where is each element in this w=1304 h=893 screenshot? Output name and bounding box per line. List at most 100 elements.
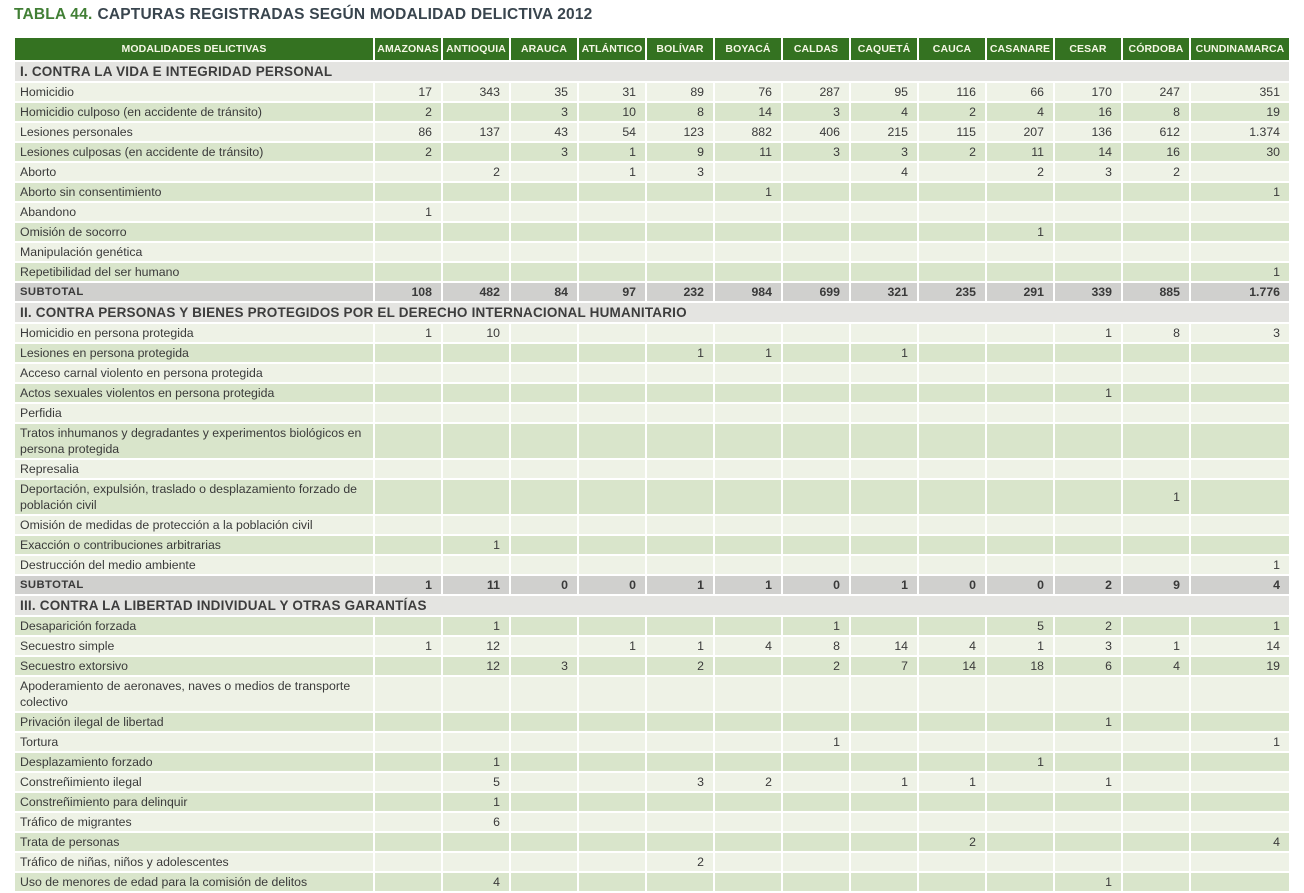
- row-label: Uso de menores de edad para la comisión …: [15, 873, 373, 891]
- value-cell: [1123, 556, 1189, 574]
- value-cell: [851, 733, 917, 751]
- value-cell: [783, 424, 849, 458]
- table-row: Represalia: [15, 460, 1289, 478]
- value-cell: [647, 243, 713, 261]
- value-cell: [1191, 460, 1289, 478]
- table-row: Abandono 1: [15, 203, 1289, 221]
- value-cell: [647, 677, 713, 711]
- section-title: III. CONTRA LA LIBERTAD INDIVIDUAL Y OTR…: [15, 596, 1289, 615]
- value-cell: 4: [851, 163, 917, 181]
- value-cell: [375, 460, 441, 478]
- value-cell: [1055, 833, 1121, 851]
- value-cell: [783, 384, 849, 402]
- value-cell: [375, 753, 441, 771]
- value-cell: 66: [987, 83, 1053, 101]
- value-cell: [1191, 773, 1289, 791]
- value-cell: [987, 833, 1053, 851]
- subtotal-label: SUBTOTAL: [15, 283, 373, 301]
- value-cell: [579, 183, 645, 201]
- value-cell: [715, 536, 781, 554]
- value-cell: [851, 556, 917, 574]
- value-cell: 2: [1123, 163, 1189, 181]
- value-cell: [783, 480, 849, 514]
- value-cell: 2: [1055, 576, 1121, 594]
- column-header: ANTIOQUIA: [443, 38, 509, 60]
- value-cell: [579, 384, 645, 402]
- value-cell: 343: [443, 83, 509, 101]
- value-cell: 1: [1055, 713, 1121, 731]
- value-cell: [1123, 793, 1189, 811]
- value-cell: [579, 516, 645, 534]
- value-cell: [783, 203, 849, 221]
- value-cell: [443, 364, 509, 382]
- value-cell: [443, 243, 509, 261]
- value-cell: [511, 793, 577, 811]
- value-cell: [851, 424, 917, 458]
- value-cell: [1055, 203, 1121, 221]
- value-cell: 1: [1191, 556, 1289, 574]
- value-cell: [647, 536, 713, 554]
- value-cell: 482: [443, 283, 509, 301]
- value-cell: 1: [715, 576, 781, 594]
- table-row: Homicidio 17 343 35 31 89 76 287 95 116 66 170 247 35…: [15, 83, 1289, 101]
- value-cell: [375, 243, 441, 261]
- value-cell: 4: [1123, 657, 1189, 675]
- value-cell: [511, 384, 577, 402]
- value-cell: [375, 263, 441, 281]
- value-cell: [511, 833, 577, 851]
- value-cell: [443, 203, 509, 221]
- table-row: Desplazamiento forzado 1 1: [15, 753, 1289, 771]
- value-cell: [647, 364, 713, 382]
- value-cell: 1: [375, 637, 441, 655]
- value-cell: [783, 536, 849, 554]
- value-cell: [443, 556, 509, 574]
- row-label: Constreñimiento ilegal: [15, 773, 373, 791]
- column-header: CASANARE: [987, 38, 1053, 60]
- value-cell: 1: [443, 793, 509, 811]
- value-cell: 89: [647, 83, 713, 101]
- value-cell: 2: [919, 103, 985, 121]
- value-cell: [511, 324, 577, 342]
- value-cell: [375, 223, 441, 241]
- table-row: Tortura 1 1: [15, 733, 1289, 751]
- value-cell: [511, 243, 577, 261]
- row-label: Omisión de medidas de protección a la po…: [15, 516, 373, 534]
- value-cell: 10: [579, 103, 645, 121]
- value-cell: [783, 404, 849, 422]
- value-cell: 8: [647, 103, 713, 121]
- value-cell: 8: [783, 637, 849, 655]
- value-cell: [987, 733, 1053, 751]
- value-cell: 4: [1191, 833, 1289, 851]
- table-row: Aborto sin consentimiento 1 1: [15, 183, 1289, 201]
- value-cell: [783, 364, 849, 382]
- value-cell: [851, 536, 917, 554]
- value-cell: [511, 556, 577, 574]
- section-row: II. CONTRA PERSONAS Y BIENES PROTEGIDOS …: [15, 303, 1289, 322]
- value-cell: [375, 536, 441, 554]
- value-cell: [715, 873, 781, 891]
- value-cell: [1055, 404, 1121, 422]
- value-cell: 14: [1055, 143, 1121, 161]
- value-cell: 1: [375, 203, 441, 221]
- value-cell: [851, 460, 917, 478]
- value-cell: [987, 424, 1053, 458]
- value-cell: 2: [375, 103, 441, 121]
- value-cell: [579, 617, 645, 635]
- value-cell: [783, 853, 849, 871]
- value-cell: [851, 753, 917, 771]
- value-cell: 1: [715, 183, 781, 201]
- value-cell: 287: [783, 83, 849, 101]
- subtotal-row: SUBTOTAL 1 11 0 0 1 1 0 1 0 0 2 9 4: [15, 576, 1289, 594]
- value-cell: 247: [1123, 83, 1189, 101]
- value-cell: 1: [647, 637, 713, 655]
- value-cell: [783, 183, 849, 201]
- value-cell: [919, 677, 985, 711]
- value-cell: [443, 677, 509, 711]
- value-cell: [579, 223, 645, 241]
- value-cell: [919, 480, 985, 514]
- value-cell: 14: [1191, 637, 1289, 655]
- value-cell: 8: [1123, 103, 1189, 121]
- value-cell: [919, 203, 985, 221]
- value-cell: [715, 424, 781, 458]
- value-cell: [375, 404, 441, 422]
